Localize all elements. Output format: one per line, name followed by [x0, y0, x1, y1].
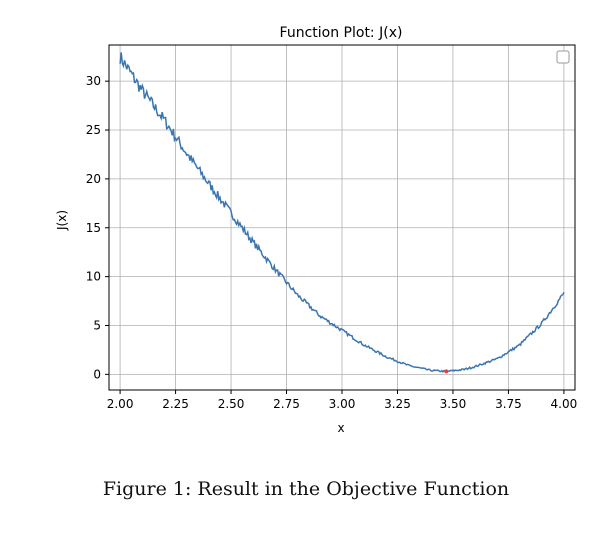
x-tick-label: 4.00: [551, 397, 578, 411]
y-tick-label: 15: [86, 221, 101, 235]
chart-title: Function Plot: J(x): [280, 25, 403, 41]
x-tick-label: 2.00: [107, 397, 134, 411]
x-tick-label: 2.50: [218, 397, 245, 411]
x-tick-label: 2.25: [162, 397, 189, 411]
y-tick-label: 0: [93, 367, 101, 381]
y-tick-label: 5: [93, 318, 101, 332]
plot-area: [119, 52, 565, 374]
minimum-point-marker: [444, 369, 449, 374]
y-tick-label: 20: [86, 172, 101, 186]
x-tick-label: 3.75: [495, 397, 522, 411]
x-tick-label: 2.75: [273, 397, 300, 411]
x-tick-label: 3.50: [440, 397, 467, 411]
legend-box: [556, 50, 570, 64]
x-tick-label: 3.25: [384, 397, 411, 411]
y-tick-label: 25: [86, 123, 101, 137]
y-axis-label: J(x): [55, 210, 69, 231]
grid: [109, 45, 575, 390]
x-axis-label: x: [337, 421, 344, 435]
figure-caption: Figure 1: Result in the Objective Functi…: [102, 478, 510, 500]
y-tick-label: 30: [86, 74, 101, 88]
x-tick-label: 3.00: [329, 397, 356, 411]
y-tick-label: 10: [86, 270, 101, 284]
series-line: [119, 52, 565, 374]
ticks: 2.00 2.25 2.50 2.75 3.00 3.25 3.50 3.75 4.00 0 5 10…: [86, 74, 578, 411]
